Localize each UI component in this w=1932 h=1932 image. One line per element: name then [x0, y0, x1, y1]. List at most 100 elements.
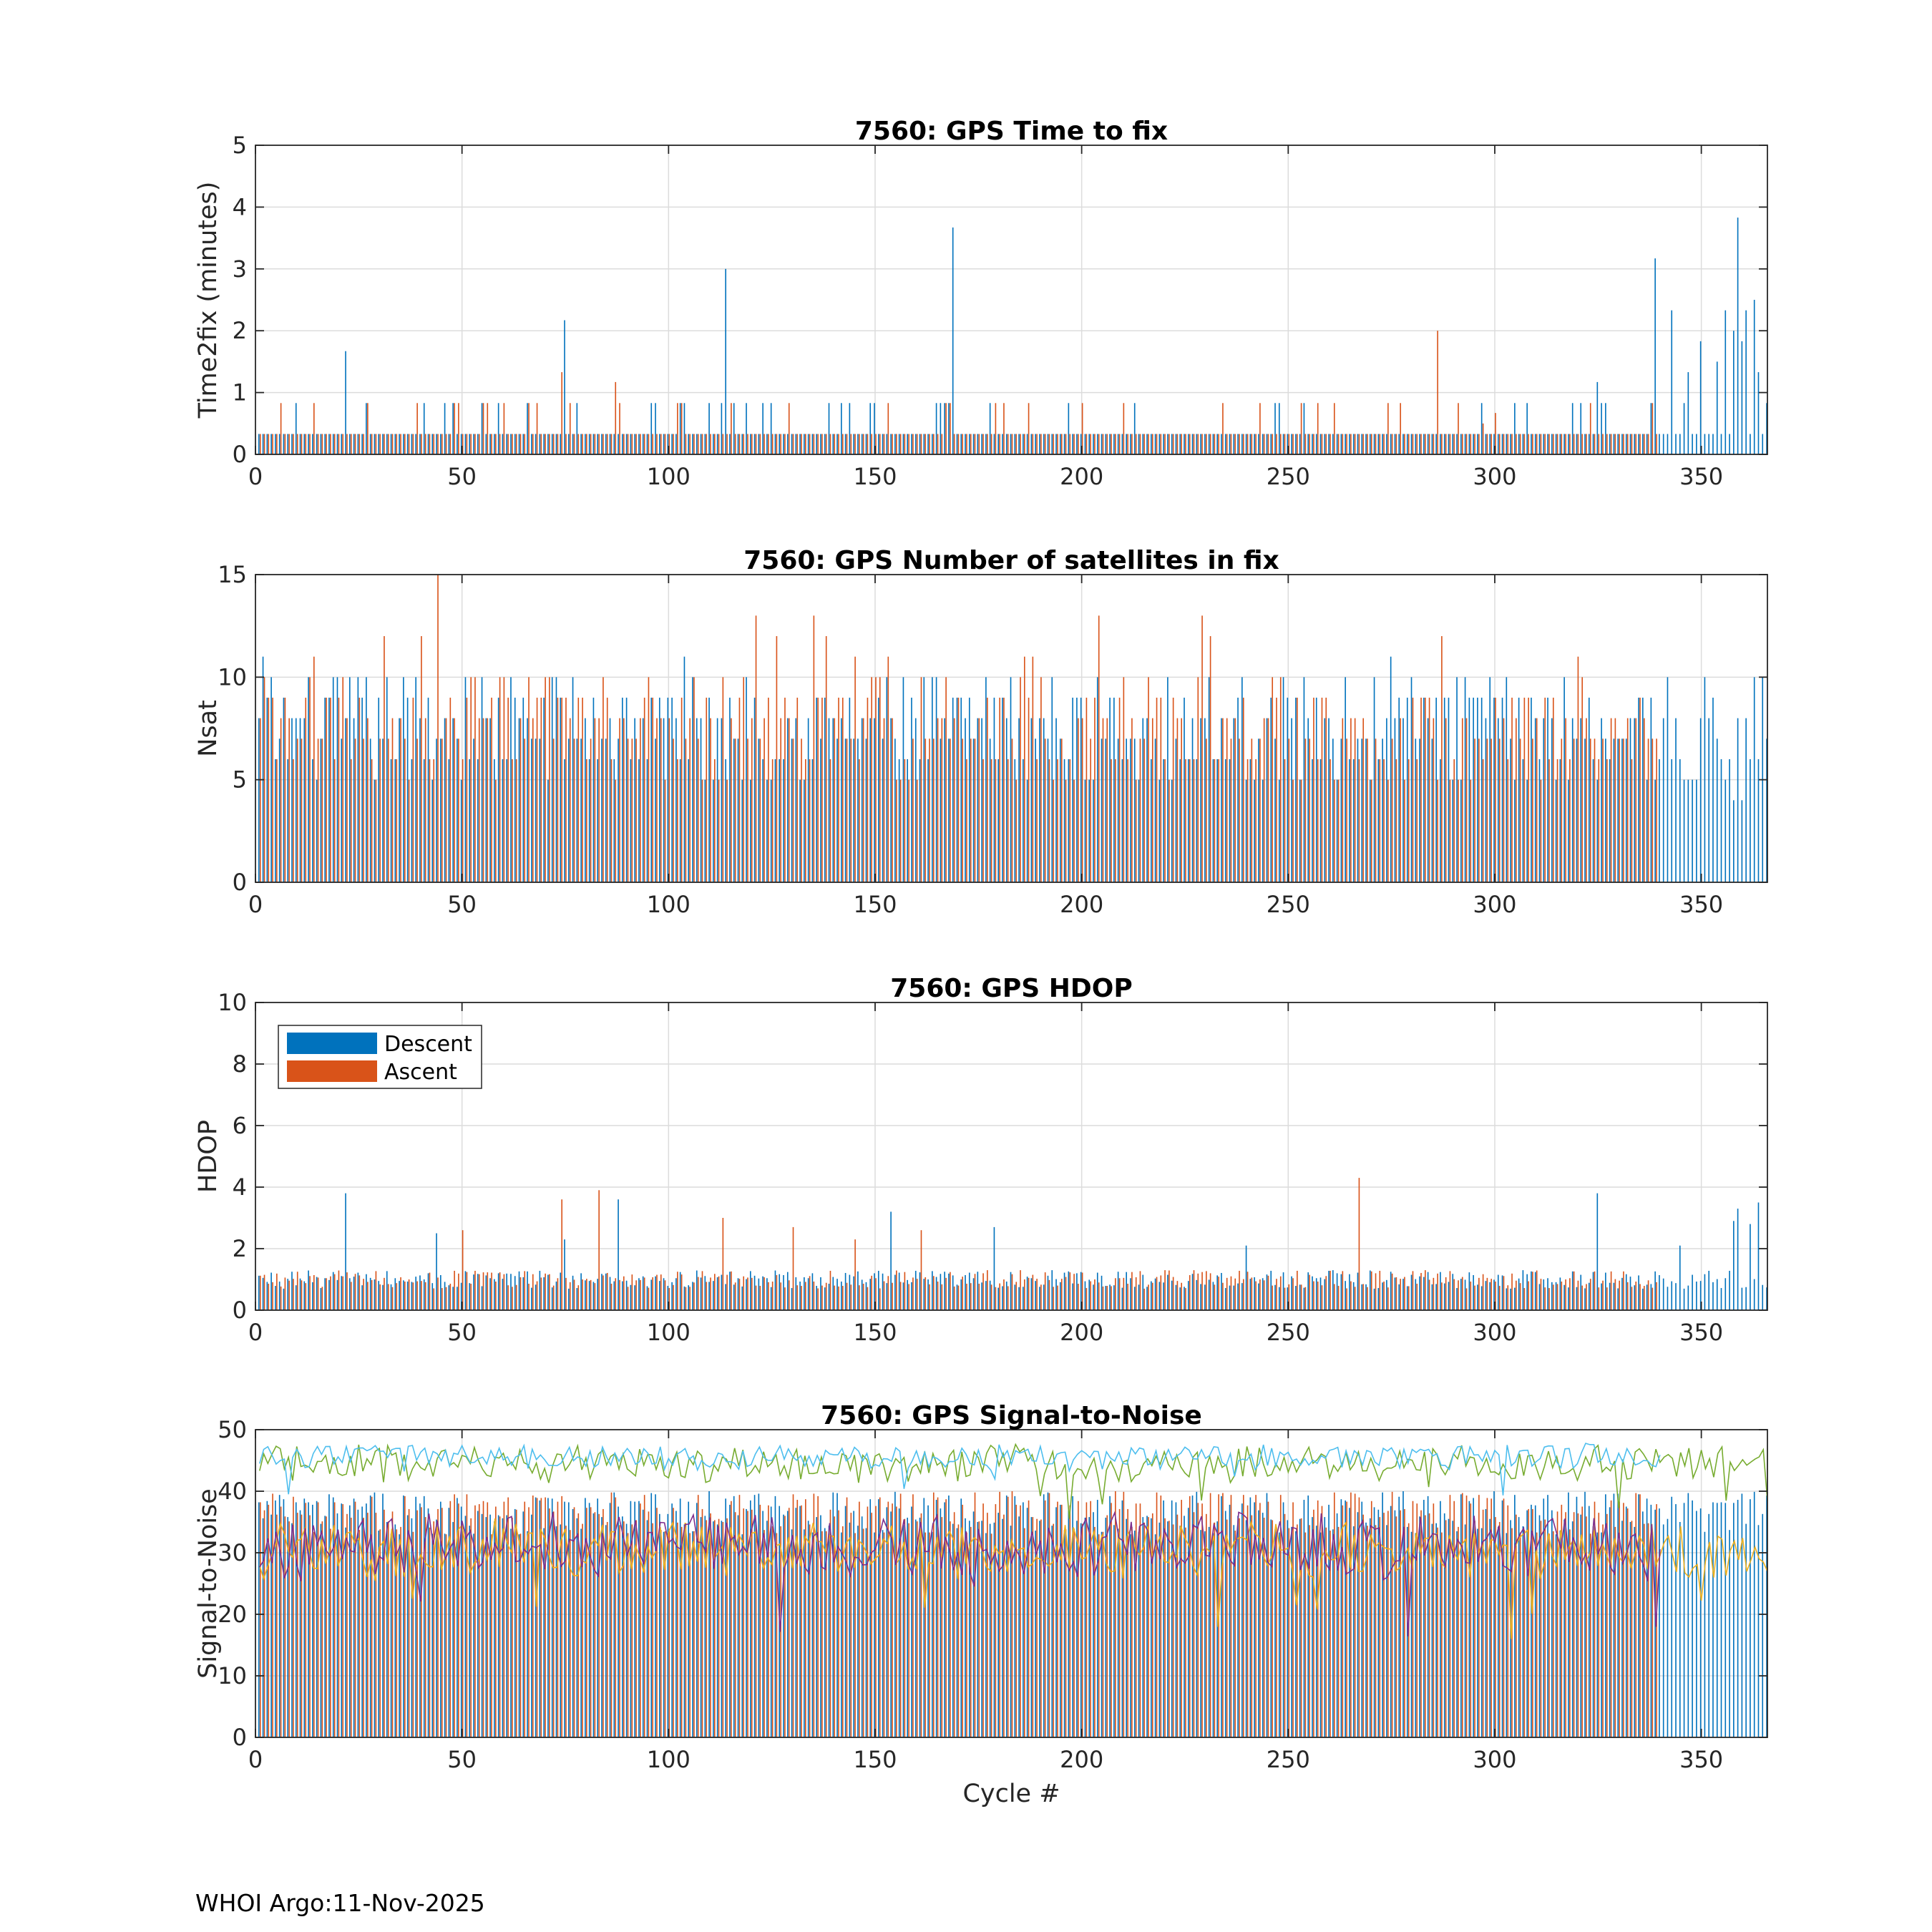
- bar-descent: [1571, 718, 1574, 882]
- bar-ascent: [445, 1534, 447, 1737]
- bar-descent: [1345, 1500, 1346, 1737]
- bar-descent: [658, 698, 660, 882]
- bar-ascent: [809, 1276, 811, 1310]
- bar-descent: [1191, 434, 1194, 454]
- bar-ascent: [1197, 1273, 1199, 1310]
- bar-ascent: [478, 1274, 480, 1310]
- bar-ascent: [1321, 1285, 1323, 1310]
- bar-descent: [494, 1279, 495, 1310]
- bar-descent: [1365, 1284, 1367, 1310]
- bar-descent: [1233, 1285, 1235, 1310]
- bar-ascent: [1532, 434, 1533, 454]
- bar-ascent: [610, 434, 613, 454]
- bar-ascent: [1048, 1493, 1050, 1737]
- bar-ascent: [924, 1532, 927, 1737]
- tick-label-x: 0: [248, 1746, 263, 1773]
- bar-ascent: [470, 677, 472, 882]
- bar-descent: [1741, 341, 1743, 454]
- bar-descent: [836, 1493, 838, 1737]
- bar-ascent: [305, 1283, 307, 1310]
- bar-descent: [560, 698, 562, 882]
- bar-ascent: [1176, 434, 1179, 454]
- bar-ascent: [747, 434, 748, 454]
- bar-descent: [1692, 1274, 1693, 1310]
- bar-descent: [965, 718, 966, 882]
- bar-ascent: [1474, 1521, 1475, 1737]
- bar-ascent: [1197, 677, 1199, 882]
- bar-ascent: [623, 1521, 625, 1737]
- bar-ascent: [966, 759, 967, 882]
- bar-ascent: [540, 1498, 542, 1737]
- bar-descent: [547, 779, 549, 882]
- bar-descent: [1696, 1511, 1697, 1737]
- bar-descent: [762, 759, 763, 882]
- bar-ascent: [1656, 1282, 1657, 1310]
- bar-ascent: [495, 434, 497, 454]
- bar-descent: [968, 698, 970, 882]
- bar-descent: [700, 434, 702, 454]
- bar-descent: [560, 1524, 562, 1737]
- bar-descent: [1158, 779, 1161, 882]
- bar-descent: [341, 1276, 343, 1310]
- bar-ascent: [1391, 1491, 1393, 1737]
- bar-descent: [1456, 677, 1458, 882]
- bar-descent: [1324, 434, 1326, 454]
- bar-descent: [1419, 1516, 1420, 1737]
- bar-ascent: [350, 1517, 352, 1737]
- bar-ascent: [1090, 738, 1091, 882]
- bar-ascent: [950, 1272, 951, 1310]
- bar-descent: [535, 434, 537, 454]
- bar-descent: [869, 403, 872, 454]
- bar-descent: [1249, 434, 1252, 454]
- bar-ascent: [1474, 738, 1475, 882]
- bar-ascent: [896, 1270, 897, 1310]
- bar-descent: [713, 1281, 714, 1310]
- bar-descent: [369, 1277, 371, 1310]
- bar-ascent: [1639, 698, 1641, 882]
- bar-ascent: [1111, 1286, 1112, 1310]
- bar-ascent: [664, 434, 666, 454]
- bar-descent: [485, 434, 487, 454]
- bar-descent: [1526, 403, 1528, 454]
- bar-descent: [658, 1281, 660, 1310]
- bar-descent: [890, 718, 892, 882]
- bar-descent: [1659, 1508, 1660, 1737]
- bar-descent: [1212, 759, 1214, 882]
- bar-descent: [791, 1529, 793, 1737]
- bar-ascent: [1304, 1532, 1307, 1737]
- bar-ascent: [1234, 1278, 1236, 1310]
- bar-descent: [919, 1272, 921, 1310]
- bar-ascent: [883, 718, 885, 882]
- bar-descent: [258, 718, 260, 882]
- bar-descent: [494, 434, 495, 454]
- bar-descent: [1229, 1285, 1231, 1310]
- bar-ascent: [1569, 434, 1571, 454]
- bar-ascent: [1185, 1288, 1186, 1310]
- bar-ascent: [1395, 1277, 1397, 1310]
- bar-descent: [1497, 1526, 1499, 1737]
- bar-ascent: [1523, 1288, 1526, 1310]
- bar-descent: [353, 1277, 355, 1310]
- bar-ascent: [718, 434, 720, 454]
- bar-ascent: [685, 434, 687, 454]
- bar-ascent: [838, 1286, 839, 1310]
- bar-descent: [618, 1199, 619, 1310]
- bar-descent: [877, 698, 879, 882]
- bar-ascent: [1594, 1271, 1596, 1310]
- bar-ascent: [1197, 434, 1199, 454]
- bar-descent: [522, 434, 525, 454]
- bar-ascent: [1164, 1270, 1166, 1310]
- bar-descent: [1068, 1510, 1070, 1737]
- bar-ascent: [962, 738, 964, 882]
- bar-descent: [655, 738, 656, 882]
- bar-ascent: [499, 1272, 501, 1310]
- bar-ascent: [1375, 434, 1377, 454]
- bar-descent: [886, 1283, 888, 1310]
- bar-descent: [1692, 434, 1693, 454]
- bar-ascent: [549, 1274, 550, 1310]
- bar-ascent: [1594, 434, 1596, 454]
- bar-ascent: [582, 1279, 583, 1310]
- bar-descent: [1683, 779, 1685, 882]
- bar-ascent: [1598, 434, 1600, 454]
- bar-ascent: [1300, 1518, 1302, 1737]
